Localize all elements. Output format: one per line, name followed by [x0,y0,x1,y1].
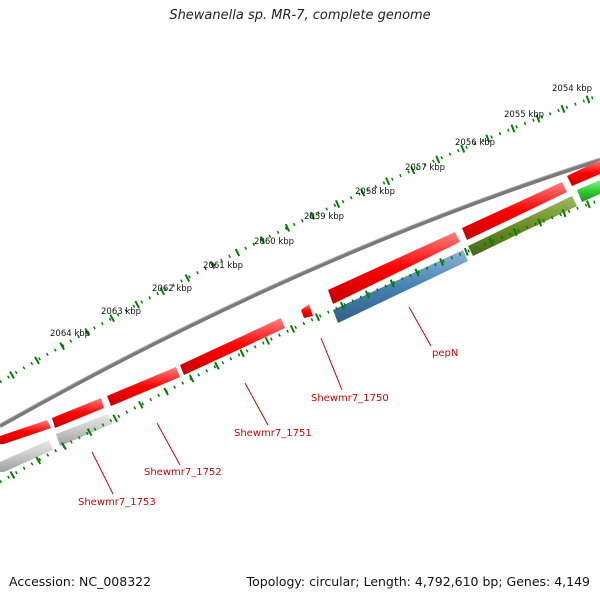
major-tick [109,314,115,323]
accession-text: Accession: NC_008322 [9,574,152,589]
major-tick [385,177,391,186]
major-tick [86,428,93,437]
major-tick [410,166,416,175]
scale-label: 2058 kbp [355,187,395,197]
leader-pepN [408,306,432,347]
major-tick [188,374,195,383]
backbone-circle [0,158,600,428]
leader-Shewmr7_1750 [320,337,343,391]
gene-arrow [52,398,104,428]
gene-label-Shewmr7_1753: Shewmr7_1753 [78,497,156,508]
major-tick [586,200,591,209]
gene-arrow [107,367,180,406]
forward-strand-features [0,160,600,444]
gene-arrow [180,318,285,375]
scale-label: 2062 kbp [152,284,192,294]
major-tick [463,247,469,256]
major-tick [289,324,296,333]
major-tick [59,342,65,351]
major-tick [35,456,42,465]
scale-label: 2056 kbp [455,138,495,148]
scale-label: 2064 kbp [50,329,90,339]
major-tick [485,134,491,143]
major-tick [339,301,346,310]
scale-labels: 2054 kbp 2055 kbp 2056 kbp 2057 kbp 2058 kbp… [50,84,592,339]
major-tick [439,258,445,267]
outer-major-ticks [9,95,591,379]
scale-label: 2060 kbp [254,237,294,247]
major-tick [84,328,90,336]
scale-label: 2057 kbp [405,163,445,173]
scale-label: 2054 kbp [552,84,592,94]
major-tick [535,114,541,123]
leader-Shewmr7_1751 [244,382,269,426]
major-tick [163,387,169,396]
grey-feature [0,440,53,472]
major-tick [284,223,291,232]
major-tick [234,248,241,257]
major-tick [239,349,245,358]
scale-label: 2055 kbp [504,110,544,120]
inner-major-ticks [9,200,591,479]
gene-label-pepN: pepN [432,348,458,359]
major-tick [585,95,591,104]
major-tick [512,227,518,237]
major-tick [134,300,140,309]
gene-label-Shewmr7_1751: Shewmr7_1751 [234,428,312,439]
major-tick [138,400,144,409]
major-tick [360,188,366,197]
major-tick [34,356,40,365]
major-tick [209,261,216,270]
major-tick [184,274,191,283]
major-tick [364,290,370,299]
outer-scale-ring: 2054 kbp 2055 kbp 2056 kbp 2057 kbp 2058 kbp… [0,84,600,384]
major-tick [159,287,165,296]
gene-arrow [462,182,567,240]
major-tick [389,279,395,288]
major-tick [560,104,566,113]
map-title: Shewanella sp. MR-7, complete genome [169,8,431,23]
label-leaders [91,306,432,495]
gene-arrow [0,420,51,444]
major-tick [214,361,220,370]
major-tick [414,268,420,277]
major-tick [9,470,16,479]
reverse-strand-features [0,180,600,472]
major-tick [488,237,494,246]
scale-label: 2063 kbp [101,307,141,317]
major-tick [309,211,316,220]
gene-labels: pepN Shewmr7_1750 Shewmr7_1751 Shewmr7_1… [78,348,458,508]
gene-arrow [328,232,460,304]
gene-arrow [301,304,313,318]
major-tick [314,313,321,322]
scale-label: 2061 kbp [203,261,243,271]
scale-label: 2059 kbp [304,212,344,222]
major-tick [264,336,270,345]
major-tick [334,199,341,209]
inner-scale-ring [0,198,600,484]
leader-Shewmr7_1753 [91,451,114,495]
gene-arrow [567,160,600,186]
major-tick [510,124,516,133]
leader-Shewmr7_1752 [156,422,181,466]
gene-label-Shewmr7_1752: Shewmr7_1752 [144,467,222,478]
major-tick [435,155,441,164]
green-feature [577,180,600,202]
major-tick [537,218,543,227]
major-tick [112,414,118,423]
grey-feature [56,414,112,446]
major-tick [61,442,67,451]
inner-minor-ticks [0,198,600,484]
pepN-feature [333,250,468,323]
gene-label-Shewmr7_1750: Shewmr7_1750 [311,393,389,404]
genome-summary-text: Topology: circular; Length: 4,792,610 bp… [246,574,590,589]
major-tick [460,144,466,153]
olive-feature [468,196,577,256]
major-tick [561,209,567,218]
major-tick [259,235,266,245]
major-tick [9,370,15,379]
